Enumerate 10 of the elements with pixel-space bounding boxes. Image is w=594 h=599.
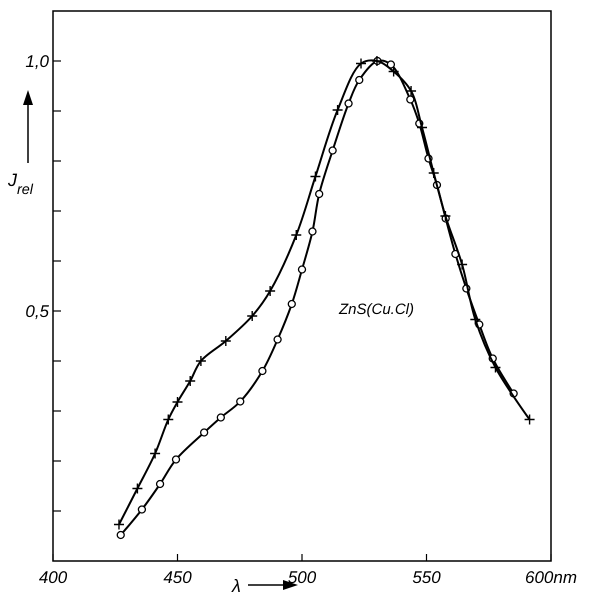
x-tick-label: 550 bbox=[412, 568, 442, 587]
x-axis-title: λ bbox=[231, 576, 241, 596]
x-tick-label: 600nm bbox=[525, 568, 577, 587]
x-tick-label: 450 bbox=[163, 568, 192, 587]
annotation: ZnS(Cu.Cl) bbox=[338, 301, 414, 318]
y-tick-label: 1,0 bbox=[25, 52, 50, 71]
y-axis-title: J$_{rel}$ bbox=[7, 170, 34, 198]
x-tick-label: 400 bbox=[38, 568, 68, 587]
y-tick-label: 0,5 bbox=[25, 302, 50, 321]
x-tick-label: 500 bbox=[288, 568, 317, 587]
